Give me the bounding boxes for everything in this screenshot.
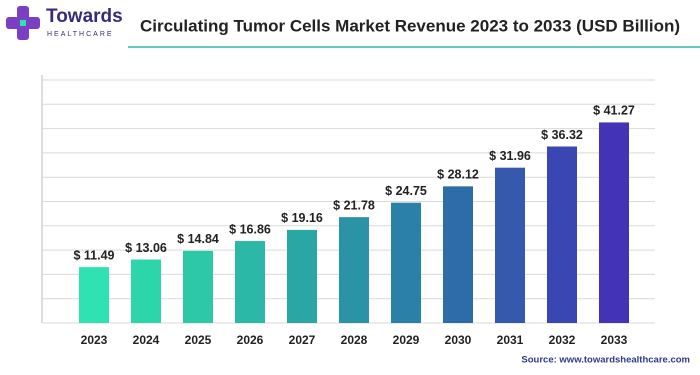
source: Source: www.towardshealthcare.com — [521, 355, 690, 366]
logo-tagline: HEALTHCARE — [47, 31, 114, 38]
logo-name: Towards — [46, 6, 123, 27]
bar — [339, 217, 369, 323]
bar — [547, 146, 577, 323]
x-tick-label: 2026 — [237, 333, 264, 347]
x-tick-label: 2030 — [445, 333, 472, 347]
x-tick-label: 2032 — [549, 333, 576, 347]
value-label: $ 28.12 — [437, 168, 479, 182]
bar — [183, 250, 213, 323]
value-label: $ 14.84 — [177, 232, 219, 246]
bar — [79, 267, 109, 323]
x-tick-label: 2025 — [185, 333, 212, 347]
chart-title: Circulating Tumor Cells Market Revenue 2… — [140, 16, 680, 35]
x-tick-label: 2029 — [393, 333, 420, 347]
x-tick-label: 2031 — [497, 333, 524, 347]
bar — [599, 122, 629, 324]
x-tick-label: 2033 — [601, 333, 628, 347]
value-label: $ 31.96 — [489, 149, 531, 163]
x-tick-label: 2024 — [133, 333, 160, 347]
bar — [287, 229, 317, 323]
value-label: $ 41.27 — [593, 104, 635, 118]
bar — [495, 167, 525, 323]
x-tick-label: 2023 — [81, 333, 108, 347]
value-label: $ 13.06 — [125, 241, 167, 255]
value-label: $ 36.32 — [541, 128, 583, 142]
value-label: $ 19.16 — [281, 211, 323, 225]
bar — [131, 259, 161, 323]
bar — [235, 241, 265, 323]
value-label: $ 16.86 — [229, 222, 271, 236]
value-label: $ 24.75 — [385, 184, 427, 198]
x-tick-label: 2028 — [341, 333, 368, 347]
logo-icon — [6, 6, 40, 40]
bar — [391, 202, 421, 323]
x-tick-label: 2027 — [289, 333, 316, 347]
value-label: $ 11.49 — [73, 248, 114, 262]
value-label: $ 21.78 — [333, 198, 375, 212]
bar — [443, 186, 473, 323]
